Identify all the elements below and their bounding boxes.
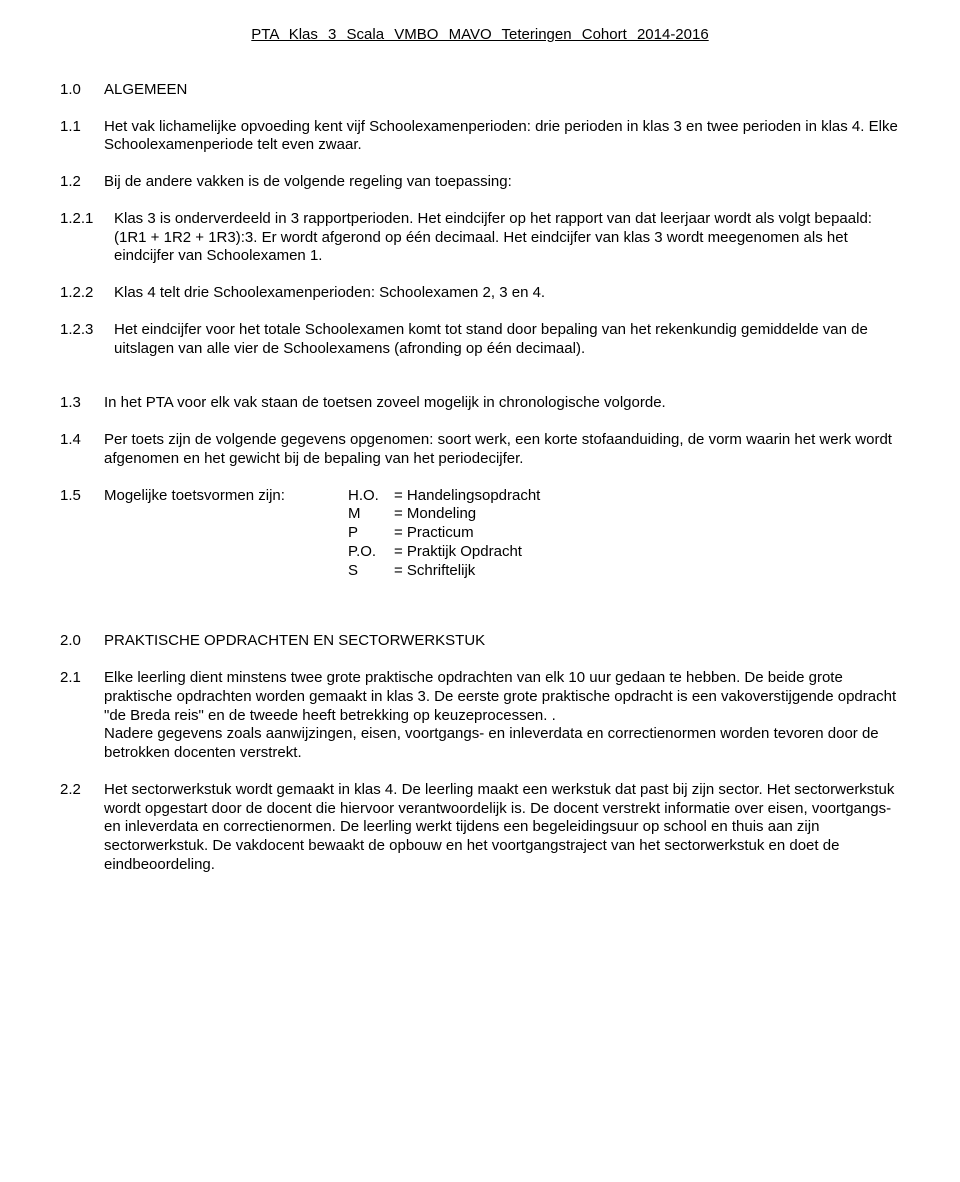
para-text: Het sectorwerkstuk wordt gemaakt in klas…: [104, 781, 900, 875]
para-number: 1.5: [60, 487, 104, 506]
para-number: 1.2: [60, 173, 104, 192]
para-text: Klas 4 telt drie Schoolexamenperioden: S…: [114, 284, 900, 303]
toets-val: = Schriftelijk: [394, 562, 475, 581]
para-1-2: 1.2 Bij de andere vakken is de volgende …: [60, 173, 900, 192]
toets-val: = Praktijk Opdracht: [394, 543, 522, 562]
toets-key: S: [348, 562, 394, 581]
para-number: 1.3: [60, 394, 104, 413]
para-1-2-2: 1.2.2 Klas 4 telt drie Schoolexamenperio…: [60, 284, 900, 303]
para-text: Klas 3 is onderverdeeld in 3 rapportperi…: [114, 210, 900, 266]
toets-row: S = Schriftelijk: [348, 562, 540, 581]
para-number: 1.1: [60, 118, 104, 137]
para-text: Bij de andere vakken is de volgende rege…: [104, 173, 900, 192]
para-text: Elke leerling dient minstens twee grote …: [104, 669, 900, 763]
toets-row: M = Mondeling: [348, 505, 540, 524]
section-2-0: 2.0 PRAKTISCHE OPDRACHTEN EN SECTORWERKS…: [60, 632, 900, 651]
section-heading: PRAKTISCHE OPDRACHTEN EN SECTORWERKSTUK: [104, 632, 900, 651]
para-number: 1.2.2: [60, 284, 114, 303]
toets-key: M: [348, 505, 394, 524]
toets-row: P = Practicum: [348, 524, 540, 543]
section-1-0: 1.0 ALGEMEEN: [60, 81, 900, 100]
page-title: PTA Klas 3 Scala VMBO MAVO Teteringen Co…: [60, 26, 900, 45]
para-text: Mogelijke toetsvormen zijn: H.O. = Hande…: [104, 487, 900, 581]
para-text: In het PTA voor elk vak staan de toetsen…: [104, 394, 900, 413]
section-number: 2.0: [60, 632, 104, 651]
para-2-2: 2.2 Het sectorwerkstuk wordt gemaakt in …: [60, 781, 900, 875]
para-1-2-1: 1.2.1 Klas 3 is onderverdeeld in 3 rappo…: [60, 210, 900, 266]
toets-label: Mogelijke toetsvormen zijn:: [104, 487, 348, 506]
section-number: 1.0: [60, 81, 104, 100]
para-text: Per toets zijn de volgende gegevens opge…: [104, 431, 900, 469]
toets-table: H.O. = Handelingsopdracht M = Mondeling …: [348, 487, 540, 581]
para-number: 2.2: [60, 781, 104, 800]
para-number: 2.1: [60, 669, 104, 688]
para-text: Het vak lichamelijke opvoeding kent vijf…: [104, 118, 900, 156]
para-number: 1.4: [60, 431, 104, 450]
toets-val: = Handelingsopdracht: [394, 487, 540, 506]
para-1-5: 1.5 Mogelijke toetsvormen zijn: H.O. = H…: [60, 487, 900, 581]
para-text: Het eindcijfer voor het totale Schoolexa…: [114, 321, 900, 359]
para-1-3: 1.3 In het PTA voor elk vak staan de toe…: [60, 394, 900, 413]
toets-row: P.O. = Praktijk Opdracht: [348, 543, 540, 562]
toets-val: = Practicum: [394, 524, 474, 543]
para-2-1: 2.1 Elke leerling dient minstens twee gr…: [60, 669, 900, 763]
para-1-2-3: 1.2.3 Het eindcijfer voor het totale Sch…: [60, 321, 900, 359]
para-1-4: 1.4 Per toets zijn de volgende gegevens …: [60, 431, 900, 469]
para-number: 1.2.1: [60, 210, 114, 229]
toets-key: P: [348, 524, 394, 543]
para-1-1: 1.1 Het vak lichamelijke opvoeding kent …: [60, 118, 900, 156]
toets-key: P.O.: [348, 543, 394, 562]
toets-row: H.O. = Handelingsopdracht: [348, 487, 540, 506]
toets-val: = Mondeling: [394, 505, 476, 524]
para-number: 1.2.3: [60, 321, 114, 340]
toets-key: H.O.: [348, 487, 394, 506]
section-heading: ALGEMEEN: [104, 81, 900, 100]
